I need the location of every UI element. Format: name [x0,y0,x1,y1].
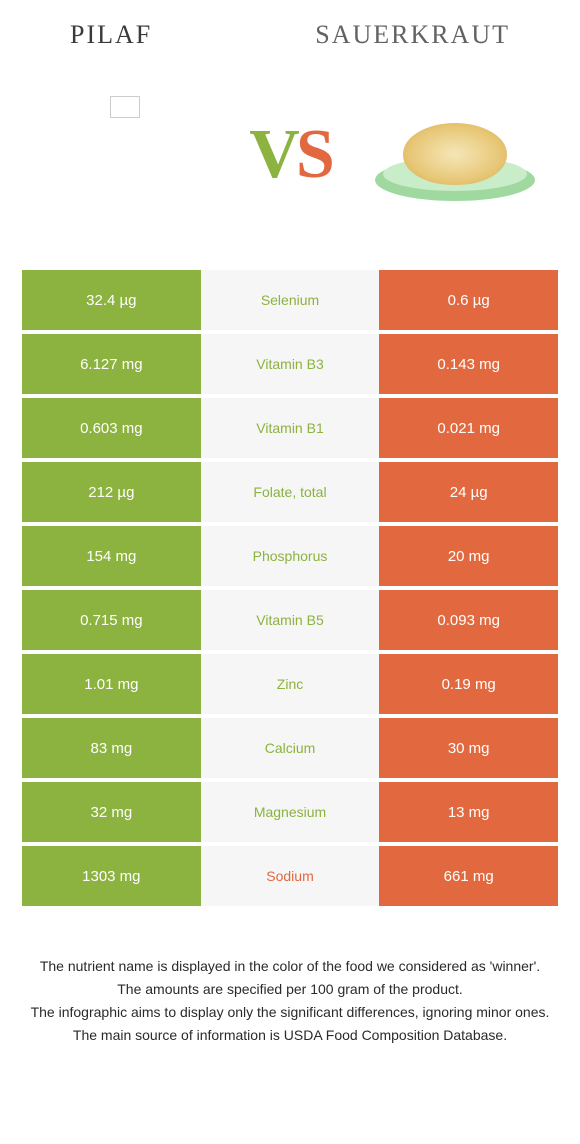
vs-s: S [296,116,331,193]
food-image-right [370,80,540,230]
cell-right-value: 0.19 mg [379,654,558,714]
cell-left-value: 6.127 mg [22,334,201,394]
note-line: The amounts are specified per 100 gram o… [22,979,558,1000]
note-line: The main source of information is USDA F… [22,1025,558,1046]
table-row: 154 mgPhosphorus20 mg [22,526,558,586]
table-row: 0.715 mgVitamin B50.093 mg [22,590,558,650]
cell-right-value: 20 mg [379,526,558,586]
cell-nutrient-label: Vitamin B3 [201,334,380,394]
food-title-left: Pilaf [70,20,152,50]
cell-left-value: 154 mg [22,526,201,586]
table-row: 32 mgMagnesium13 mg [22,782,558,842]
cell-right-value: 13 mg [379,782,558,842]
cell-left-value: 83 mg [22,718,201,778]
image-row: VS [0,60,580,270]
nutrient-table: 32.4 µgSelenium0.6 µg6.127 mgVitamin B30… [22,270,558,906]
sauerkraut-icon [375,105,535,205]
cell-nutrient-label: Vitamin B5 [201,590,380,650]
cell-left-value: 1303 mg [22,846,201,906]
cell-left-value: 0.603 mg [22,398,201,458]
cell-nutrient-label: Zinc [201,654,380,714]
header: Pilaf Sauerkraut [0,0,580,60]
cell-left-value: 0.715 mg [22,590,201,650]
note-line: The nutrient name is displayed in the co… [22,956,558,977]
cell-right-value: 30 mg [379,718,558,778]
cell-nutrient-label: Folate, total [201,462,380,522]
food-title-right: Sauerkraut [315,20,510,50]
vs-v: V [249,116,296,193]
food-image-left [40,80,210,230]
table-row: 6.127 mgVitamin B30.143 mg [22,334,558,394]
table-row: 0.603 mgVitamin B10.021 mg [22,398,558,458]
cell-nutrient-label: Selenium [201,270,380,330]
table-row: 212 µgFolate, total24 µg [22,462,558,522]
vs-label: VS [249,115,331,195]
placeholder-icon [110,96,140,118]
cell-right-value: 661 mg [379,846,558,906]
cell-left-value: 32 mg [22,782,201,842]
cell-nutrient-label: Phosphorus [201,526,380,586]
cell-right-value: 24 µg [379,462,558,522]
table-row: 1.01 mgZinc0.19 mg [22,654,558,714]
cell-right-value: 0.021 mg [379,398,558,458]
cell-left-value: 1.01 mg [22,654,201,714]
table-row: 83 mgCalcium30 mg [22,718,558,778]
cell-right-value: 0.093 mg [379,590,558,650]
cell-right-value: 0.143 mg [379,334,558,394]
cell-left-value: 32.4 µg [22,270,201,330]
cell-nutrient-label: Calcium [201,718,380,778]
table-row: 1303 mgSodium661 mg [22,846,558,906]
cell-nutrient-label: Magnesium [201,782,380,842]
table-row: 32.4 µgSelenium0.6 µg [22,270,558,330]
note-line: The infographic aims to display only the… [22,1002,558,1023]
footnotes: The nutrient name is displayed in the co… [22,956,558,1046]
cell-nutrient-label: Sodium [201,846,380,906]
cell-nutrient-label: Vitamin B1 [201,398,380,458]
cell-left-value: 212 µg [22,462,201,522]
cell-right-value: 0.6 µg [379,270,558,330]
